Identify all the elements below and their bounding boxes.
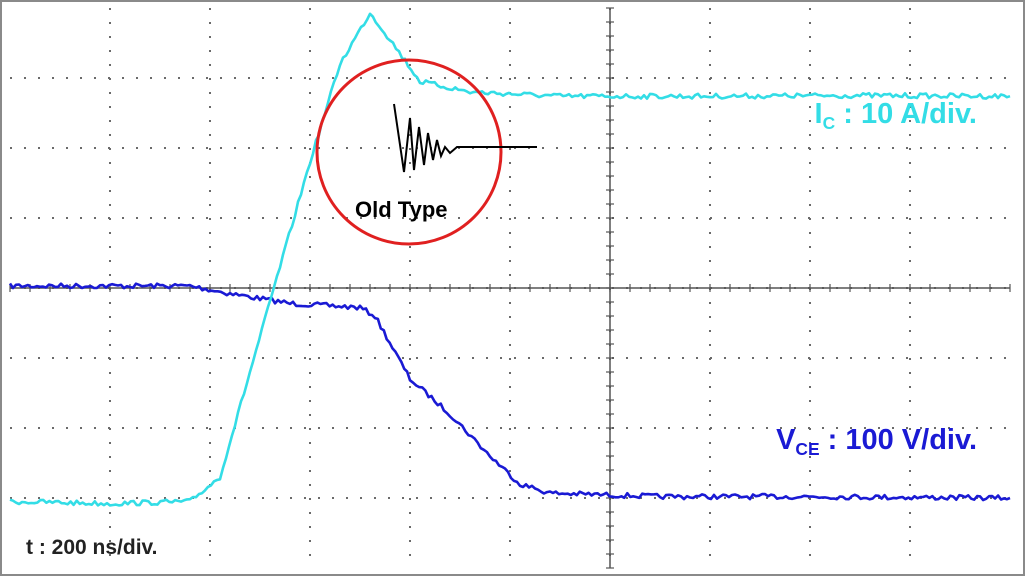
- highlight-circle: [315, 58, 503, 246]
- ringing-sketch: [393, 103, 537, 173]
- ic-label-rest: : 10 A/div.: [835, 98, 977, 130]
- old-type-annotation: [315, 58, 537, 246]
- waveform-traces: [8, 12, 1011, 507]
- vce-label-main: V: [776, 424, 796, 456]
- graticule: [9, 7, 1011, 569]
- vce-label-rest: : 100 V/div.: [819, 424, 977, 456]
- vce-label-sub: CE: [795, 439, 820, 460]
- old-type-label: Old Type: [355, 197, 448, 222]
- trace-ic: [9, 12, 1011, 507]
- vce-scale-label: VCE : 100 V/div.: [776, 424, 977, 458]
- ic-label-sub: C: [822, 113, 836, 134]
- trace-vce: [8, 282, 1011, 502]
- timebase-label: t : 200 ns/div.: [26, 536, 158, 559]
- ic-scale-label: IC : 10 A/div.: [814, 98, 977, 132]
- ic-label-main: I: [814, 98, 823, 130]
